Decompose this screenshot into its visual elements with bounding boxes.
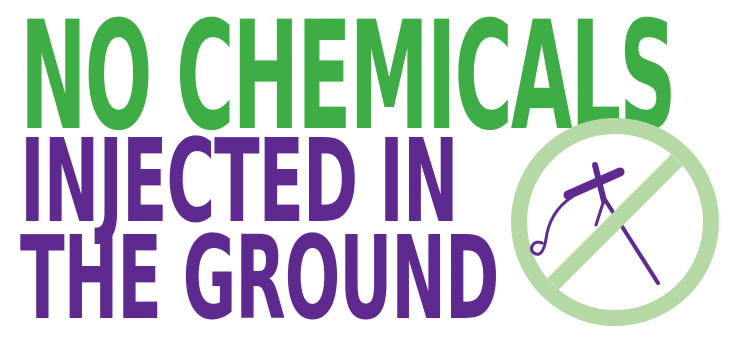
headline-line-1: NO CHEMICALS (20, 0, 677, 164)
no-injection-icon (511, 118, 719, 326)
prohibition-slash (547, 154, 683, 290)
prohibition-circle (511, 118, 719, 326)
headline-line-3: THE GROUND (20, 212, 499, 346)
injection-tool-icon (530, 162, 660, 285)
headline-line-2: INJECTED IN (20, 115, 459, 249)
